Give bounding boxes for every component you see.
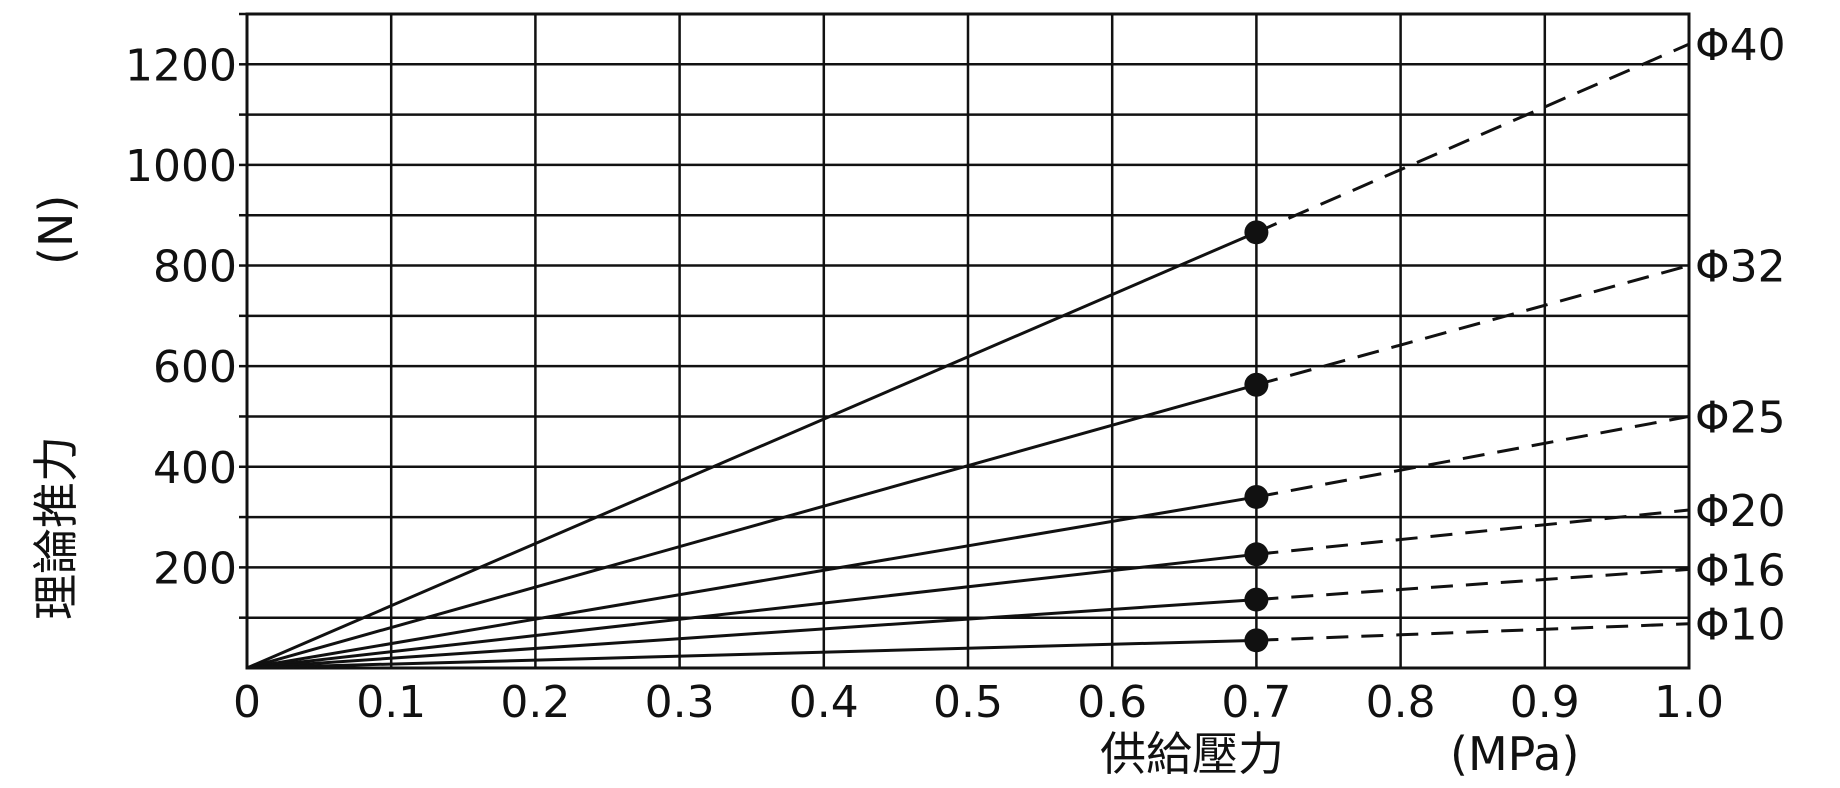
x-tick-label: 0.4 — [789, 677, 859, 728]
series-label: Φ32 — [1695, 242, 1786, 293]
series-solid-line — [246, 230, 1257, 670]
x-axis-unit: (MPa) — [1450, 727, 1579, 781]
x-tick-label: 0.5 — [933, 677, 1003, 728]
series-dashed-line — [1256, 567, 1690, 602]
series-marker — [1244, 484, 1269, 509]
series-solid-line — [246, 598, 1257, 670]
x-tick-label: 0.3 — [645, 677, 715, 728]
x-tick-label: 0.8 — [1366, 677, 1436, 728]
x-axis-title: 供給壓力 — [1100, 727, 1284, 781]
series-label: Φ40 — [1695, 20, 1786, 71]
series-dashed-line — [1256, 414, 1690, 499]
series-solid-line — [246, 638, 1257, 670]
x-tick-label: 0.7 — [1221, 677, 1291, 728]
y-tick-label: 1200 — [125, 40, 237, 91]
series-dashed-line — [1256, 508, 1690, 556]
series-marker — [1244, 372, 1269, 397]
series-label: Φ25 — [1695, 392, 1786, 443]
series-dashed-line — [1255, 42, 1690, 234]
series-marker — [1244, 628, 1269, 653]
series-label: Φ20 — [1695, 486, 1786, 537]
series-label: Φ10 — [1695, 600, 1786, 651]
series-dashed-line — [1256, 622, 1690, 642]
x-tick-label: 0.9 — [1510, 677, 1580, 728]
y-tick-label: 1000 — [125, 141, 237, 192]
series-solid-line — [246, 383, 1257, 670]
y-tick-label: 800 — [153, 242, 237, 293]
series-marker — [1244, 220, 1269, 245]
y-tick-label: 400 — [153, 443, 237, 494]
series-dashed-line — [1256, 264, 1690, 387]
x-tick-label: 1.0 — [1654, 677, 1724, 728]
y-axis-title: 理論推力 — [29, 436, 83, 620]
series-solid-line — [246, 495, 1257, 670]
series-marker — [1244, 542, 1269, 567]
x-tick-label: 0.1 — [356, 677, 426, 728]
x-tick-label: 0 — [233, 677, 261, 728]
y-tick-label: 200 — [153, 543, 237, 594]
y-tick-labels: 200 400 600 800 1000 1200 — [125, 40, 237, 594]
series-lines — [246, 42, 1690, 670]
y-tick-label: 600 — [153, 342, 237, 393]
y-axis-unit: (N) — [29, 195, 83, 265]
x-tick-label: 0.6 — [1077, 677, 1147, 728]
series-label: Φ16 — [1695, 545, 1786, 596]
x-tick-labels: 0 0.1 0.2 0.3 0.4 0.5 0.6 0.7 0.8 0.9 1.0 — [233, 677, 1724, 728]
series-marker — [1244, 587, 1269, 612]
series-solid-line — [246, 552, 1257, 670]
grid — [239, 12, 1691, 670]
x-tick-label: 0.2 — [500, 677, 570, 728]
